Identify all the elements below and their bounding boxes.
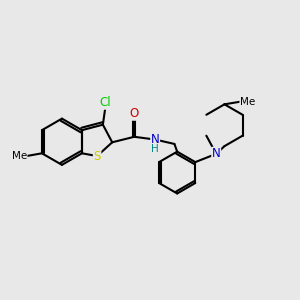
Text: Cl: Cl: [100, 96, 111, 109]
Text: O: O: [130, 107, 139, 120]
Text: S: S: [93, 150, 101, 163]
Text: Me: Me: [12, 151, 27, 161]
Text: N: N: [212, 147, 220, 161]
Text: N: N: [151, 133, 160, 146]
Text: H: H: [151, 144, 159, 154]
Text: Me: Me: [240, 97, 255, 106]
